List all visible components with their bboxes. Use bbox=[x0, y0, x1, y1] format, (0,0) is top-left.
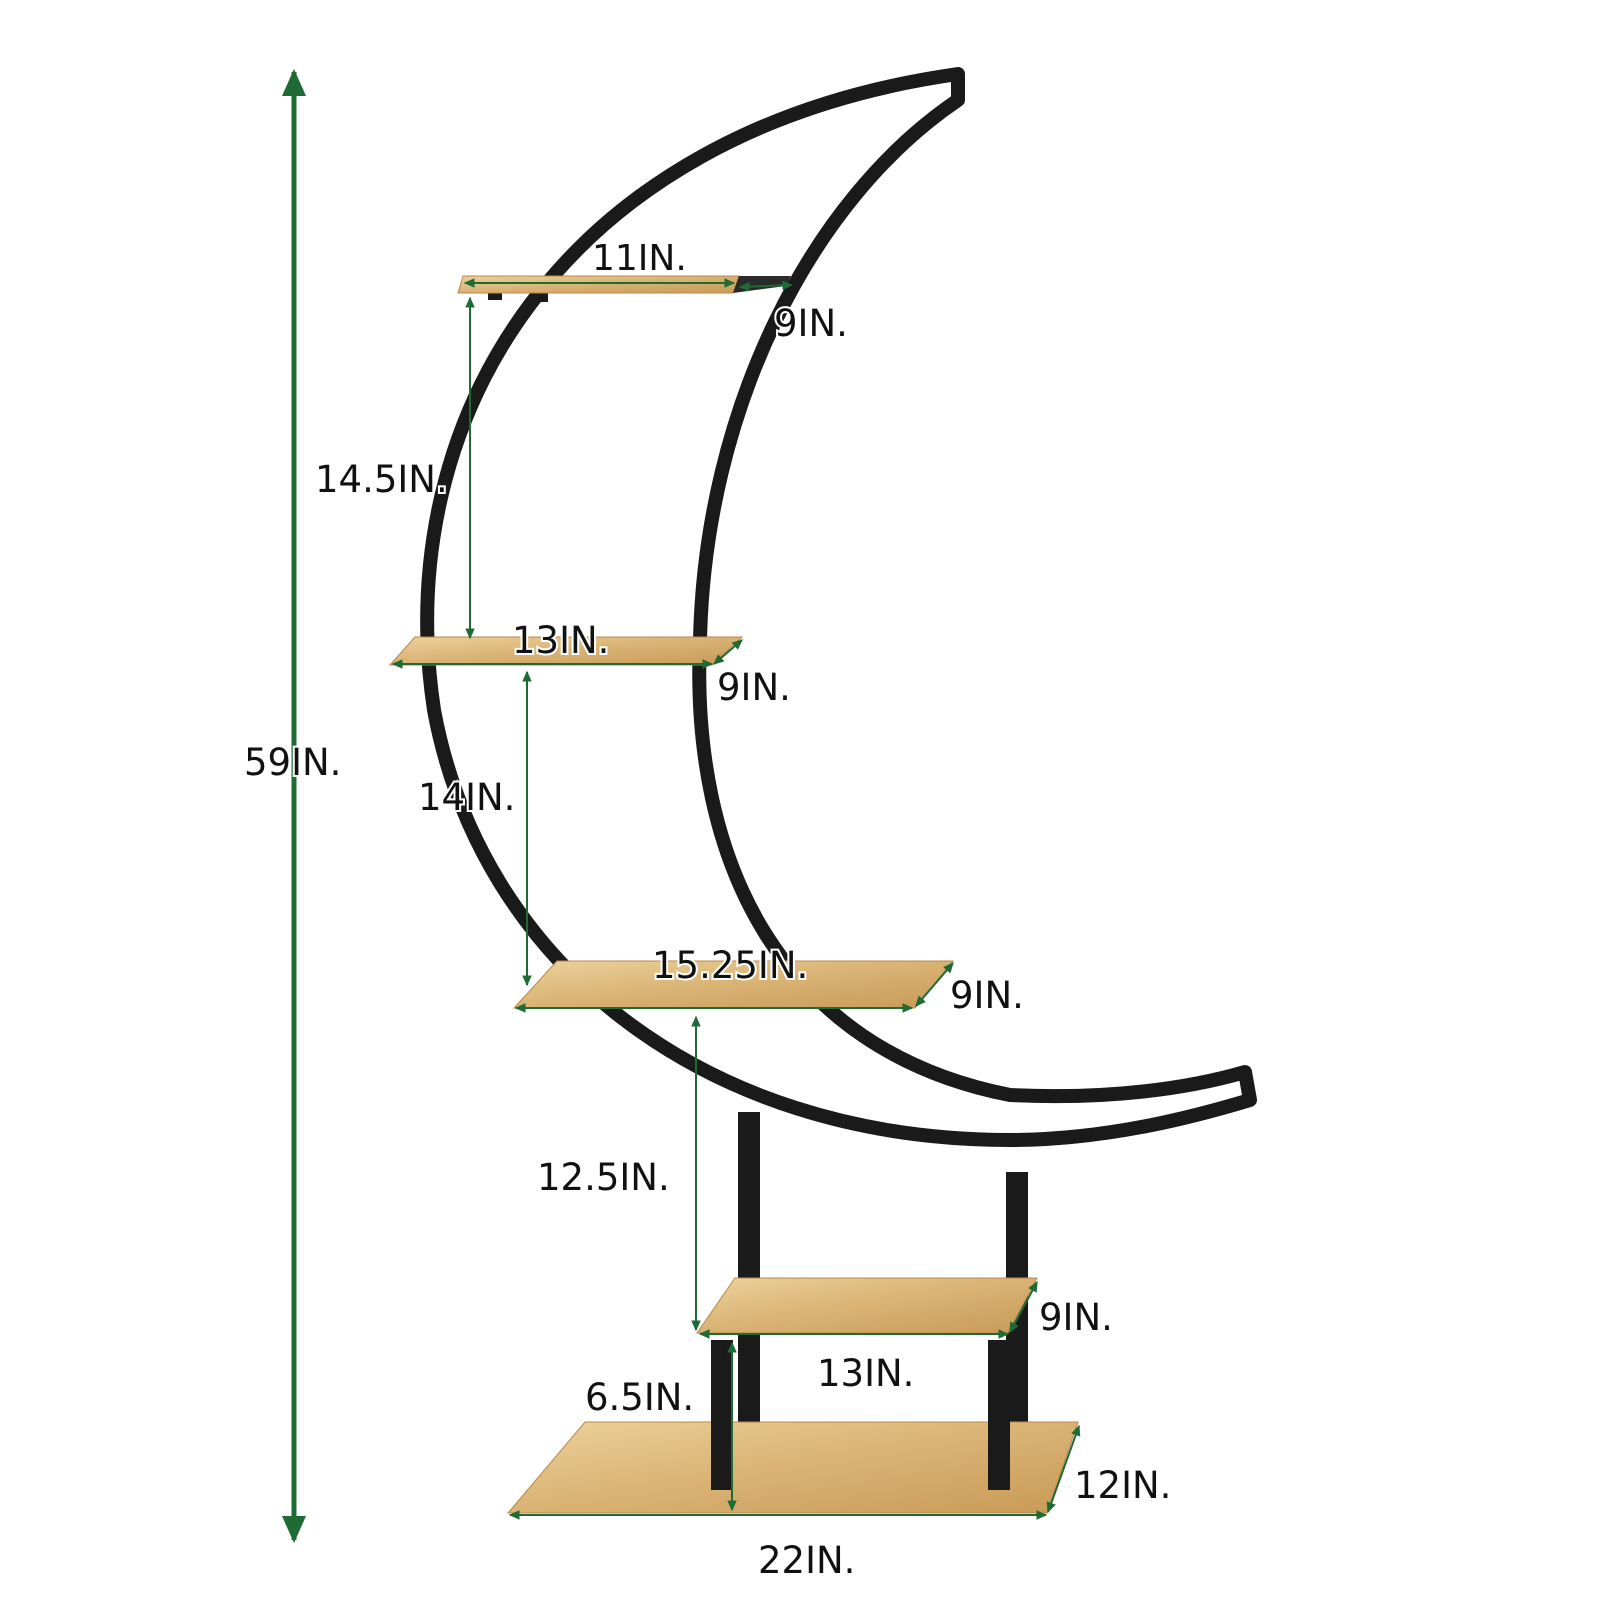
dim-line-tier2-depth bbox=[713, 639, 743, 665]
label-gap4: 6.5IN. bbox=[585, 1376, 694, 1419]
label-total-height: 59IN. bbox=[244, 741, 341, 784]
dim-line-tier3-depth bbox=[915, 962, 954, 1007]
label-gap3: 12.5IN. bbox=[537, 1156, 670, 1199]
dimension-labels: 59IN. 11IN. 9IN. 14.5IN. 13IN. 9IN. 14IN… bbox=[242, 236, 1173, 1584]
label-tier3-depth: 9IN. bbox=[950, 974, 1024, 1017]
label-tier4-depth: 9IN. bbox=[1039, 1296, 1113, 1339]
label-gap1: 14.5IN. bbox=[315, 458, 448, 501]
dim-line-base-depth bbox=[1046, 1424, 1081, 1514]
front-leg-right bbox=[988, 1340, 1010, 1490]
dim-line-tier4-depth bbox=[1009, 1280, 1038, 1334]
shelf-tier-3 bbox=[512, 960, 955, 1009]
label-base-width: 22IN. bbox=[758, 1539, 855, 1582]
label-tier3-width: 15.25IN. bbox=[652, 944, 808, 987]
label-gap2: 14IN. bbox=[418, 776, 515, 819]
back-leg-left bbox=[738, 1112, 760, 1442]
dimension-lines bbox=[282, 69, 1081, 1543]
label-tier2-width: 13IN. bbox=[512, 619, 609, 662]
label-tier2-depth: 9IN. bbox=[717, 666, 791, 709]
moon-frame bbox=[420, 67, 1257, 1147]
shelves bbox=[388, 275, 1079, 1514]
shelf-bracket bbox=[488, 290, 502, 300]
dim-line-tier1-depth bbox=[738, 280, 794, 292]
shelf-tier-4 bbox=[696, 1277, 1038, 1334]
front-leg-left bbox=[711, 1340, 733, 1490]
label-base-depth: 12IN. bbox=[1074, 1464, 1171, 1507]
label-tier1-width: 11IN. bbox=[592, 238, 687, 279]
label-tier4-width: 13IN. bbox=[817, 1352, 914, 1395]
label-tier1-depth: 9IN. bbox=[774, 302, 848, 345]
